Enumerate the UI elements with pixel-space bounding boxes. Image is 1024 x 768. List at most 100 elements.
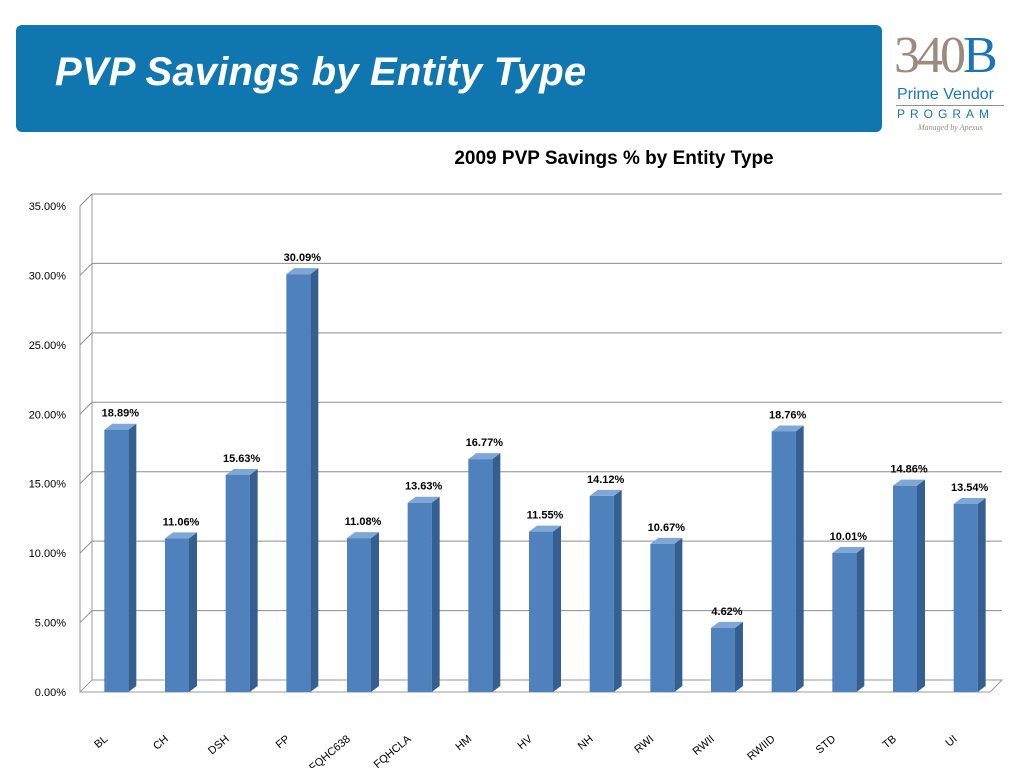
y-tick-label: 35.00% — [29, 201, 67, 213]
bar-ch — [165, 532, 197, 692]
bar-front — [832, 553, 857, 692]
category-label: UI — [943, 733, 959, 749]
bar-side — [553, 525, 561, 692]
bar-front — [225, 474, 250, 692]
bar-side — [613, 489, 622, 692]
category-label: FQHC638 — [307, 733, 353, 768]
data-label: 10.01% — [830, 531, 868, 543]
category-label: RWIID — [745, 733, 777, 763]
bar-front — [529, 531, 553, 692]
bar-front — [589, 495, 614, 692]
logo-letter: B — [963, 27, 998, 84]
data-label: 13.63% — [405, 481, 443, 493]
bar-front — [407, 502, 432, 692]
bar-dsh — [225, 468, 258, 692]
data-label: 15.63% — [223, 453, 261, 465]
bar-front — [165, 538, 189, 692]
bar-top — [529, 525, 561, 532]
program-logo: 340B Prime Vendor PROGRAM Managed by Ape… — [894, 30, 1012, 134]
bar-ui — [953, 497, 986, 692]
title-banner — [16, 25, 882, 132]
logo-line2: PROGRAM — [897, 107, 995, 121]
logo-number: 340 — [894, 27, 966, 84]
bar-tb — [893, 479, 925, 692]
bar-side — [795, 425, 804, 692]
category-label: FQHCLA — [372, 733, 414, 768]
bar-top — [165, 532, 197, 539]
bar-front — [347, 538, 371, 692]
bar-fqhcla — [407, 496, 440, 692]
data-label: 11.06% — [163, 516, 200, 528]
bar-side — [917, 479, 925, 692]
bar-side — [310, 268, 319, 692]
bar-top — [953, 497, 986, 504]
bar-hm — [468, 453, 501, 692]
data-label: 11.55% — [527, 510, 564, 522]
category-label: FP — [274, 733, 292, 751]
bar-rwii — [711, 621, 743, 692]
bar-top — [225, 468, 258, 475]
bar-front — [650, 543, 675, 692]
bar-top — [286, 268, 319, 275]
category-label: DSH — [206, 733, 232, 757]
bar-side — [189, 532, 197, 692]
logo-tagline: Managed by Apexus — [918, 123, 983, 132]
bar-front — [711, 627, 735, 692]
bar-top — [650, 537, 683, 544]
y-tick-label: 25.00% — [29, 340, 67, 352]
gridline-side — [79, 263, 93, 276]
bars-layer — [104, 268, 986, 692]
logo-line1: Prime Vendor — [897, 86, 994, 103]
category-label: HM — [453, 733, 474, 753]
data-label: 18.89% — [102, 408, 140, 420]
bar-top — [468, 453, 501, 460]
bar-front — [953, 503, 978, 692]
bar-top — [893, 479, 925, 486]
category-label: HV — [516, 733, 536, 752]
bar-front — [468, 459, 493, 692]
bar-side — [674, 537, 683, 692]
y-tick-label: 30.00% — [29, 270, 67, 282]
bar-front — [286, 274, 311, 692]
bar-top — [711, 621, 743, 628]
bar-top — [832, 547, 865, 554]
data-label: 14.12% — [587, 474, 625, 486]
category-label: CH — [151, 733, 171, 752]
bar-front — [893, 485, 917, 692]
floor — [78, 679, 1004, 693]
gridline-side — [79, 401, 93, 415]
category-label: NH — [576, 733, 596, 752]
bar-fqhc638 — [347, 532, 379, 692]
bar-std — [832, 547, 865, 692]
bar-nh — [589, 489, 622, 692]
data-label: 14.86% — [890, 464, 928, 476]
logo-divider — [896, 105, 1004, 106]
logo-mark: 340B — [894, 27, 998, 84]
category-label: RWI — [632, 733, 656, 756]
data-label: 11.08% — [345, 516, 382, 528]
chart-title: 2009 PVP Savings % by Entity Type — [454, 148, 773, 169]
bar-side — [977, 497, 986, 692]
bar-side — [492, 453, 501, 692]
y-tick-label: 5.00% — [35, 618, 66, 630]
bar-front — [771, 431, 796, 692]
gridline-side — [79, 332, 93, 346]
bar-fp — [286, 268, 319, 692]
bar-side — [856, 547, 865, 692]
bar-side — [735, 621, 743, 692]
category-label: BL — [92, 733, 110, 751]
data-label: 30.09% — [284, 252, 322, 264]
bar-side — [371, 532, 379, 692]
y-tick-label: 20.00% — [29, 409, 67, 421]
category-label: RWII — [691, 733, 717, 758]
bar-top — [104, 423, 137, 430]
bar-top — [589, 489, 622, 496]
gridline-side — [79, 610, 93, 623]
gridline-side — [79, 471, 93, 485]
bar-side — [249, 468, 258, 692]
y-tick-label: 10.00% — [29, 548, 67, 560]
data-label: 18.76% — [769, 410, 807, 422]
bar-top — [407, 496, 440, 503]
bar-chart: 2009 PVP Savings % by Entity Type 0.00% 5… — [29, 148, 1004, 768]
gridline-side — [79, 193, 93, 207]
